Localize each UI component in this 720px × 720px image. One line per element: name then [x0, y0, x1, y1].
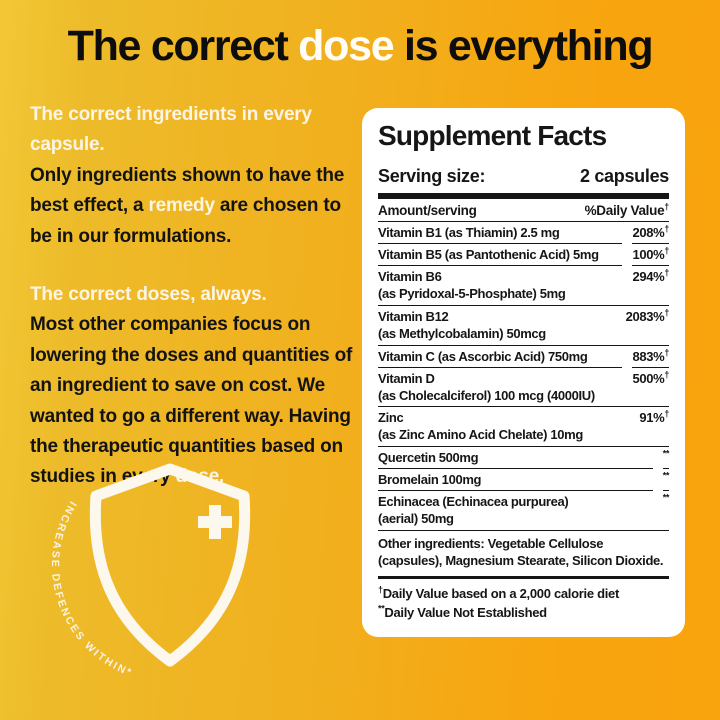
headline-prefix: The correct [67, 22, 299, 70]
column-header-row: Amount/serving %Daily Value† [378, 199, 669, 222]
row-name-line2: (aerial) 50mg [378, 511, 454, 527]
intro-highlight: remedy [148, 195, 215, 217]
row-value: ** [662, 447, 669, 470]
row-name-line2: (as Zinc Amino Acid Chelate) 10mg [378, 427, 583, 443]
intro-heading: The correct ingredients in every capsule… [30, 104, 312, 156]
intro-text: Only ingredients shown to have the best … [30, 164, 345, 217]
shield-icon [89, 463, 251, 667]
row-value: 91%† [639, 409, 669, 426]
row-name: Vitamin B5 (as Pantothenic Acid) 5mg [378, 244, 623, 266]
intro-text-2: are chosen to be in our formulations. [30, 195, 341, 247]
serving-size-label: Serving size: [378, 166, 486, 186]
row-name-line2: (as Methylcobalamin) 50mcg [378, 325, 546, 341]
row-name: Vitamin B1 (as Thiamin) 2.5 mg [378, 222, 623, 244]
other-ingredients: Other ingredients: Vegetable Cellulose (… [378, 531, 669, 579]
table-row: Vitamin B5 (as Pantothenic Acid) 5mg 100… [378, 244, 669, 266]
doses-text: Most other companies focus on lowering t… [30, 314, 353, 488]
row-name-line2: (as Pyridoxal-5-Phosphate) 5mg [378, 285, 566, 301]
column-header-amount: Amount/serving [378, 203, 477, 218]
doses-paragraph: The correct doses, always. Most other com… [30, 280, 362, 493]
table-row: Vitamin B1 (as Thiamin) 2.5 mg 208%† [378, 222, 669, 244]
row-value: 2083%† [625, 307, 670, 324]
serving-size-row: Serving size: 2 capsules [378, 166, 669, 187]
row-value: 294%† [632, 267, 669, 284]
table-row: Zinc 91%† (as Zinc Amino Acid Chelate) 1… [378, 407, 669, 448]
row-name: Vitamin B12 [378, 308, 449, 324]
table-row: Bromelain 100mg ** [378, 469, 669, 492]
footnote-daily-value: †Daily Value based on a 2,000 calorie di… [378, 584, 619, 601]
footnotes: †Daily Value based on a 2,000 calorie di… [378, 579, 669, 623]
footnote-not-established: **Daily Value Not Established [378, 603, 547, 620]
row-value: ** [662, 469, 669, 492]
headline: The correct dose is everything [0, 22, 720, 71]
intro-paragraph: The correct ingredients in every capsule… [30, 100, 362, 252]
body-copy: The correct ingredients in every capsule… [30, 100, 362, 493]
supplement-facts-title: Supplement Facts [378, 120, 607, 151]
row-name: Vitamin D [378, 370, 435, 386]
table-row: Vitamin B12 2083%† (as Methylcobalamin) … [378, 306, 669, 346]
headline-highlight: dose [298, 22, 394, 70]
row-value: ** [662, 492, 670, 503]
row-value: 100%† [632, 244, 669, 266]
table-row: Vitamin D 500%† (as Cholecalciferol) 100… [378, 368, 669, 408]
serving-size-value: 2 capsules [579, 166, 669, 186]
row-value: 883%† [632, 346, 669, 368]
table-row: Vitamin B6 294%† (as Pyridoxal-5-Phospha… [378, 266, 669, 306]
row-name: Zinc [378, 410, 404, 426]
row-value: 500%† [632, 369, 669, 386]
row-name: Vitamin C (as Ascorbic Acid) 750mg [378, 346, 623, 368]
column-header-daily-value: %Daily Value† [584, 201, 670, 218]
shield-badge: INCREASE DEFENCES WITHIN* [49, 463, 251, 679]
row-name: Bromelain 100mg [378, 469, 653, 492]
row-name-line2: (as Cholecalciferol) 100 mcg (4000IU) [378, 387, 595, 403]
plus-icon [198, 505, 232, 539]
table-row: Vitamin C (as Ascorbic Acid) 750mg 883%† [378, 346, 669, 368]
row-value: 208%† [632, 222, 669, 244]
table-row: Echinacea (Echinacea purpurea) ** (aeria… [378, 491, 670, 532]
row-name: Echinacea (Echinacea purpurea) [378, 494, 569, 510]
supplement-facts-panel: Supplement Facts Serving size: 2 capsule… [362, 108, 685, 637]
thick-divider [378, 193, 669, 199]
table-row: Quercetin 500mg ** [378, 447, 669, 470]
row-name: Quercetin 500mg [378, 447, 653, 470]
headline-suffix: is everything [393, 22, 654, 70]
row-name: Vitamin B6 [378, 268, 442, 284]
nutrient-table: Vitamin B1 (as Thiamin) 2.5 mg 208%† Vit… [378, 222, 670, 532]
doses-heading: The correct doses, always. [30, 283, 267, 305]
